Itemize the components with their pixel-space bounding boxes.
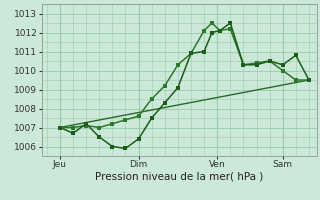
- X-axis label: Pression niveau de la mer( hPa ): Pression niveau de la mer( hPa ): [95, 172, 263, 182]
